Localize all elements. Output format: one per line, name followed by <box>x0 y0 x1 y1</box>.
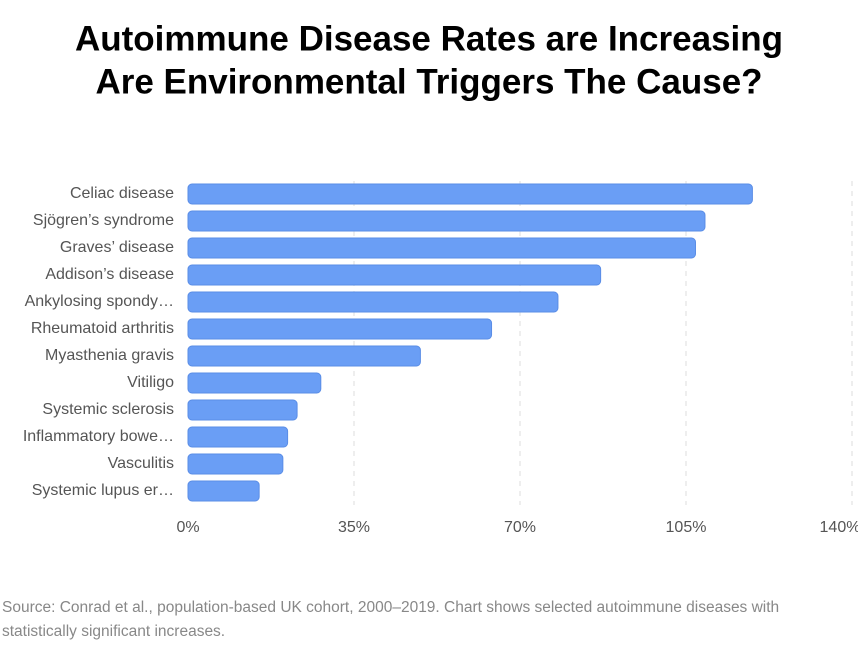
y-tick-label: Systemic sclerosis <box>42 401 174 418</box>
bar <box>187 291 559 313</box>
x-tick-label: 35% <box>338 519 370 536</box>
y-tick-label: Myasthenia gravis <box>45 347 174 364</box>
source-note: Source: Conrad et al., population-based … <box>2 599 780 640</box>
y-tick-label: Graves’ disease <box>60 239 174 256</box>
y-tick-label: Systemic lupus er… <box>32 482 174 499</box>
bar <box>187 318 493 340</box>
y-tick-label: Rheumatoid arthritis <box>31 320 174 337</box>
y-tick-label: Addison’s disease <box>45 266 174 283</box>
y-tick-label: Inflammatory bowe… <box>23 428 174 445</box>
x-tick-label: 0% <box>176 519 199 536</box>
chart: Autoimmune Disease Rates are Increasing … <box>23 19 858 536</box>
y-tick-label: Ankylosing spondy… <box>25 293 174 310</box>
bar <box>187 453 284 475</box>
bar <box>187 426 289 448</box>
bar <box>187 264 602 286</box>
y-tick-label: Celiac disease <box>70 185 174 202</box>
y-tick-label: Vasculitis <box>108 455 174 472</box>
chart-subtitle: Are Environmental Triggers The Cause? <box>95 62 762 101</box>
bar <box>187 183 753 205</box>
y-tick-label: Sjögren’s syndrome <box>33 212 174 229</box>
x-tick-label: 105% <box>666 519 707 536</box>
bar <box>187 399 298 421</box>
chart-title: Autoimmune Disease Rates are Increasing <box>75 19 783 58</box>
y-tick-label: Vitiligo <box>127 374 174 391</box>
bar <box>187 372 322 394</box>
x-tick-label: 140% <box>820 519 858 536</box>
bar <box>187 480 260 502</box>
x-tick-label: 70% <box>504 519 536 536</box>
bar <box>187 237 696 259</box>
bar <box>187 210 706 232</box>
bar <box>187 345 421 367</box>
